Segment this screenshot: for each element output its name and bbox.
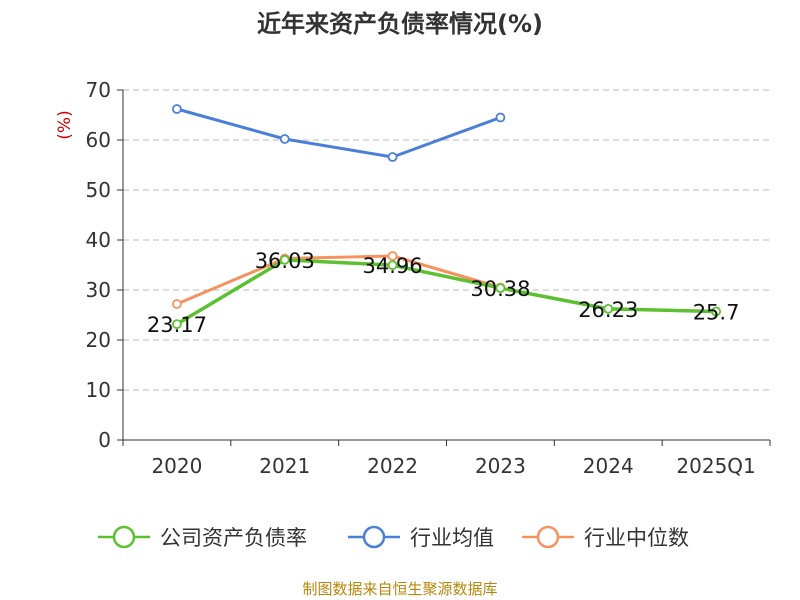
data-source-note: 制图数据来自恒生聚源数据库 [302, 580, 498, 598]
legend-marker-icon [362, 525, 386, 549]
legend-label: 行业均值 [410, 526, 494, 550]
data-label: 30.38 [470, 277, 530, 301]
data-label: 36.03 [255, 249, 315, 273]
y-tick-label: 0 [98, 428, 111, 452]
y-tick-label: 70 [86, 78, 111, 102]
y-axis-label: (%) [55, 110, 75, 139]
legend-marker-icon [112, 525, 136, 549]
y-tick-label: 60 [86, 128, 111, 152]
x-tick-label: 2023 [475, 454, 526, 478]
series-line [176, 258, 717, 326]
x-tick-label: 2021 [259, 454, 310, 478]
chart-title: 近年来资产负债率情况(%) [257, 10, 543, 38]
series-line [176, 107, 501, 159]
data-label: 25.7 [693, 301, 740, 325]
series-line [176, 254, 501, 306]
data-label-layer: 23.17 36.03 34.96 30.38 26.23 25.7 [147, 249, 740, 337]
series-point [711, 306, 721, 317]
legend-label: 公司资产负债率 [160, 526, 307, 550]
data-label: 23.17 [147, 313, 207, 337]
legend-item[interactable]: 公司资产负债率 [98, 525, 307, 550]
series-layer [172, 104, 721, 330]
legend-marker-icon [536, 525, 560, 549]
y-tick-label: 30 [86, 278, 111, 302]
y-tick-label: 40 [86, 228, 111, 252]
y-tick-label: 10 [86, 378, 111, 402]
series-point [495, 283, 506, 294]
x-tick-label: 2025Q1 [676, 454, 755, 478]
series-point [172, 319, 182, 330]
legend-item[interactable]: 行业均值 [348, 525, 494, 550]
x-tick-label: 2020 [151, 454, 202, 478]
series-point [279, 254, 290, 265]
series-point [387, 152, 398, 162]
series-point [387, 251, 398, 261]
legend[interactable]: 公司资产负债率 行业均值 行业中位数 [98, 525, 689, 550]
series-point [172, 299, 182, 309]
series-point [603, 303, 614, 314]
legend-label: 行业中位数 [584, 526, 689, 550]
data-label: 26.23 [578, 298, 638, 322]
x-tick-label: 2024 [583, 454, 634, 478]
data-label: 34.96 [363, 254, 423, 278]
axis-layer: 0 10 20 30 40 50 60 70 2020 2021 2022 2023 2024 2025Q… [55, 78, 771, 478]
y-tick-label: 50 [86, 178, 111, 202]
grid-layer [123, 89, 770, 391]
y-tick-label: 20 [86, 328, 111, 352]
series-point [172, 104, 182, 114]
series-point [279, 134, 290, 144]
x-tick-label: 2022 [367, 454, 418, 478]
legend-item[interactable]: 行业中位数 [522, 525, 689, 550]
series-point [495, 112, 506, 123]
series-point [387, 260, 398, 271]
